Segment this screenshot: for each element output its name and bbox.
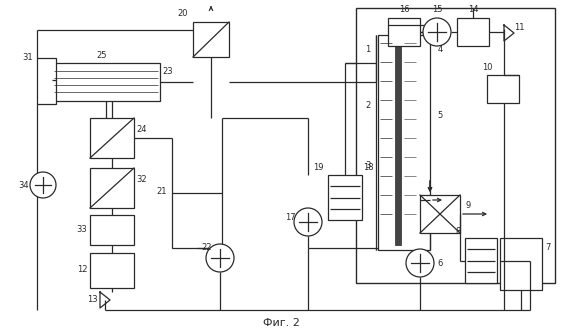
Text: 3: 3	[365, 161, 371, 169]
Bar	[457, 18, 489, 46]
Text: 15: 15	[432, 6, 442, 15]
Text: 6: 6	[437, 259, 443, 267]
Text: 24: 24	[137, 125, 147, 134]
Text: 33: 33	[76, 225, 87, 234]
Text: 14: 14	[468, 6, 478, 15]
Circle shape	[30, 172, 56, 198]
Bar	[90, 215, 134, 245]
Bar	[90, 118, 134, 158]
Bar	[328, 175, 362, 220]
Text: 10: 10	[482, 64, 492, 72]
Text: 16: 16	[398, 6, 409, 15]
Text: 22: 22	[202, 244, 212, 253]
Text: 19: 19	[312, 164, 323, 172]
Bar	[395, 40, 401, 245]
Bar	[487, 75, 519, 103]
Bar	[388, 18, 420, 46]
Text: 23: 23	[162, 67, 173, 75]
Text: 7: 7	[545, 244, 551, 253]
Text: 5: 5	[437, 111, 443, 119]
Text: 8: 8	[455, 227, 461, 237]
Text: 4: 4	[437, 45, 443, 55]
Text: 21: 21	[157, 187, 167, 197]
Text: 12: 12	[77, 265, 87, 274]
Text: 2: 2	[365, 101, 370, 110]
Text: 11: 11	[514, 24, 524, 32]
Bar	[465, 238, 497, 283]
Circle shape	[406, 249, 434, 277]
Bar	[193, 22, 229, 57]
Text: 20: 20	[178, 10, 188, 19]
Text: Фиг. 2: Фиг. 2	[262, 318, 300, 328]
Circle shape	[206, 244, 234, 272]
Text: 9: 9	[465, 201, 470, 210]
Text: 13: 13	[87, 295, 97, 304]
Bar	[90, 253, 134, 288]
Text: 1: 1	[365, 45, 370, 55]
Text: 17: 17	[285, 213, 295, 221]
Text: 31: 31	[22, 54, 33, 63]
Text: 25: 25	[97, 51, 107, 60]
Circle shape	[294, 208, 322, 236]
Circle shape	[423, 18, 451, 46]
Text: 32: 32	[137, 175, 147, 184]
Text: 34: 34	[19, 180, 29, 190]
Bar	[172, 193, 222, 248]
Bar	[378, 35, 430, 250]
Bar	[420, 195, 460, 233]
Bar	[52, 63, 160, 101]
Text: 18: 18	[362, 164, 373, 172]
Bar	[90, 168, 134, 208]
Bar	[500, 238, 542, 290]
Bar	[356, 8, 555, 283]
Bar	[37, 58, 56, 104]
